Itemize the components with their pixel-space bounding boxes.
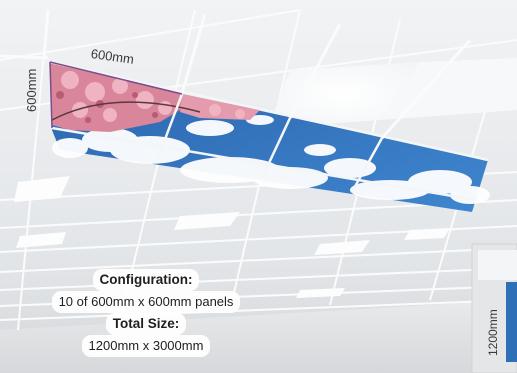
light-panel xyxy=(380,58,517,120)
dimension-lines xyxy=(49,61,183,129)
light-panel xyxy=(296,288,345,298)
light-panel xyxy=(14,176,70,202)
left-dimension-label: 600mm xyxy=(24,68,39,112)
cherry-blossom-branch xyxy=(50,62,260,132)
light-panel xyxy=(314,240,370,255)
light-panel xyxy=(174,212,240,230)
light-panel xyxy=(268,62,420,128)
inset-photo-panel xyxy=(478,250,517,280)
size-heading: Total Size: xyxy=(105,313,187,335)
clouds xyxy=(52,115,490,204)
light-panel xyxy=(404,228,450,240)
ceiling-t-bar xyxy=(0,9,472,140)
right-dimension-label: 1200mm xyxy=(486,309,500,356)
panel-grid xyxy=(49,60,489,202)
config-heading: Configuration: xyxy=(92,269,200,291)
light-panel xyxy=(16,232,66,248)
inset-photo-sky xyxy=(506,282,517,362)
configuration-caption: Configuration: 10 of 600mm x 600mm panel… xyxy=(0,268,292,357)
config-value: 10 of 600mm x 600mm panels xyxy=(51,291,241,313)
size-value: 1200mm x 3000mm xyxy=(81,335,211,357)
